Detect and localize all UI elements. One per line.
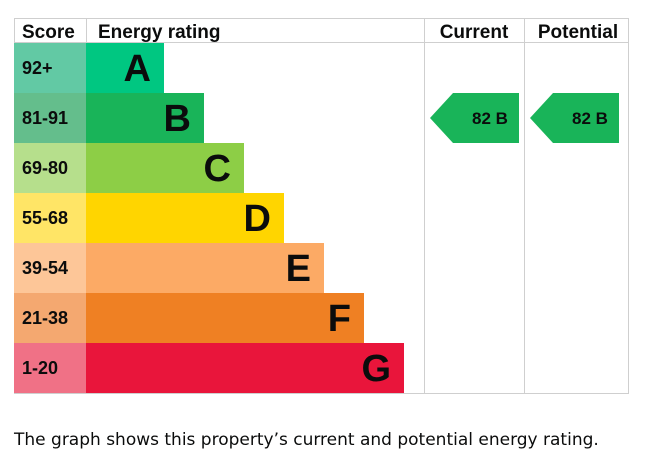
band-letter-c: C [204, 148, 231, 190]
score-header: Score [22, 22, 75, 43]
band-letter-a: A [124, 48, 151, 90]
score-range-b: 81-91 [22, 108, 68, 128]
table-header: Score Energy rating Current Potential [22, 22, 618, 43]
score-cell-d [14, 193, 86, 243]
energy-rating-header: Energy rating [98, 22, 220, 43]
rating-arrows: 82 B 82 B [430, 93, 619, 143]
potential-rating-arrow: 82 B [530, 93, 619, 143]
score-cell-c [14, 143, 86, 193]
score-range-f: 21-38 [22, 308, 68, 328]
current-header: Current [440, 22, 509, 43]
band-row-a: 92+ A [14, 43, 164, 93]
chart-caption: The graph shows this property’s current … [14, 430, 599, 450]
potential-rating-arrow-label: 82 B [572, 109, 608, 128]
score-range-a: 92+ [22, 58, 53, 78]
score-cell-g [14, 343, 86, 393]
score-range-d: 55-68 [22, 208, 68, 228]
score-cell-e [14, 243, 86, 293]
score-cell-f [14, 293, 86, 343]
band-bar-d [86, 193, 284, 243]
potential-header: Potential [538, 22, 618, 43]
band-letter-f: F [328, 298, 351, 340]
band-row-c: 69-80 C [14, 143, 244, 193]
band-row-e: 39-54 E [14, 243, 324, 293]
score-range-g: 1-20 [22, 358, 58, 378]
band-bar-b [86, 93, 204, 143]
band-row-d: 55-68 D [14, 193, 284, 243]
score-range-e: 39-54 [22, 258, 68, 278]
band-bar-g [86, 343, 404, 393]
band-letter-e: E [286, 248, 311, 290]
rating-bands: 92+ A 81-91 B 69-80 C 55-68 D 39-54 E 21-38 F 1-20 G [14, 43, 404, 393]
band-row-g: 1-20 G [14, 343, 404, 393]
band-letter-d: D [244, 198, 271, 240]
energy-rating-chart: Score Energy rating Current Potential 92… [14, 18, 629, 394]
band-bar-f [86, 293, 364, 343]
band-row-b: 81-91 B [14, 93, 204, 143]
score-cell-a [14, 43, 86, 93]
band-letter-g: G [361, 348, 391, 390]
band-bar-e [86, 243, 324, 293]
score-range-c: 69-80 [22, 158, 68, 178]
band-letter-b: B [164, 98, 191, 140]
score-cell-b [14, 93, 86, 143]
current-rating-arrow-shape [430, 93, 519, 143]
band-row-f: 21-38 F [14, 293, 364, 343]
potential-rating-arrow-shape [530, 93, 619, 143]
band-bar-c [86, 143, 244, 193]
current-rating-arrow-label: 82 B [472, 109, 508, 128]
band-bar-a [86, 43, 164, 93]
current-rating-arrow: 82 B [430, 93, 519, 143]
